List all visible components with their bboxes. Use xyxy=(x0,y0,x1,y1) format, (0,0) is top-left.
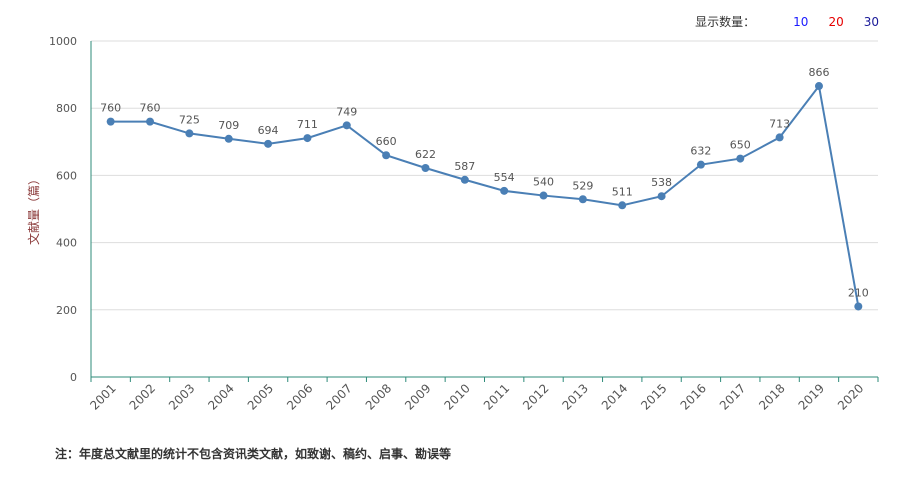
x-tick-label: 2004 xyxy=(205,381,236,412)
data-label: 749 xyxy=(336,105,357,118)
data-point xyxy=(854,302,863,311)
data-point xyxy=(657,192,666,201)
data-label: 725 xyxy=(179,113,200,126)
data-label: 694 xyxy=(258,124,279,137)
data-point xyxy=(618,201,627,210)
y-tick-label: 0 xyxy=(70,371,77,384)
data-label: 709 xyxy=(218,119,239,132)
data-label: 540 xyxy=(533,176,554,189)
data-label: 713 xyxy=(769,117,790,130)
data-label: 760 xyxy=(140,102,161,115)
y-tick-label: 600 xyxy=(56,169,77,182)
x-tick-label: 2005 xyxy=(245,381,276,412)
data-point xyxy=(421,164,430,173)
x-tick-label: 2018 xyxy=(756,381,787,412)
y-tick-label: 400 xyxy=(56,237,77,250)
data-point xyxy=(382,151,391,160)
data-point xyxy=(224,134,233,143)
y-tick-label: 200 xyxy=(56,304,77,317)
y-tick-label: 800 xyxy=(56,102,77,115)
data-label: 554 xyxy=(494,171,515,184)
x-tick-label: 2019 xyxy=(796,381,827,412)
data-label: 660 xyxy=(376,135,397,148)
x-tick-label: 2001 xyxy=(87,381,118,412)
data-point xyxy=(342,121,351,130)
y-tick-label: 1000 xyxy=(49,35,77,48)
data-point xyxy=(185,129,194,138)
y-axis-label: 文献量（篇） xyxy=(26,173,41,245)
x-tick-label: 2008 xyxy=(363,381,394,412)
x-tick-label: 2015 xyxy=(638,381,669,412)
x-tick-label: 2020 xyxy=(835,381,866,412)
data-label: 529 xyxy=(572,179,593,192)
data-label: 650 xyxy=(730,139,751,152)
data-label: 511 xyxy=(612,185,633,198)
data-point xyxy=(696,160,705,169)
x-tick-label: 2017 xyxy=(717,381,748,412)
data-point xyxy=(578,195,587,204)
count-selector: 显示数量： 10 20 30 xyxy=(695,13,879,30)
x-tick-label: 2003 xyxy=(166,381,197,412)
x-tick-label: 2013 xyxy=(559,381,590,412)
x-tick-label: 2007 xyxy=(323,381,354,412)
data-label: 711 xyxy=(297,118,318,131)
data-point xyxy=(106,117,115,126)
count-selector-label: 显示数量： xyxy=(695,15,756,29)
data-label: 622 xyxy=(415,148,436,161)
data-point xyxy=(539,191,548,200)
x-tick-label: 2011 xyxy=(481,381,512,412)
x-tick-label: 2002 xyxy=(127,381,158,412)
data-point xyxy=(736,154,745,163)
data-label: 632 xyxy=(690,145,711,158)
x-tick-label: 2006 xyxy=(284,381,315,412)
x-tick-label: 2009 xyxy=(402,381,433,412)
x-tick-label: 2012 xyxy=(520,381,551,412)
data-point xyxy=(303,134,312,143)
data-point xyxy=(146,117,155,126)
data-point xyxy=(500,186,509,195)
data-label: 587 xyxy=(454,160,475,173)
x-tick-label: 2014 xyxy=(599,381,630,412)
series-line xyxy=(110,83,860,307)
data-label: 210 xyxy=(848,286,869,299)
line-chart: 0 200 400 600 800 1000 2001 2002 2003 2004 2005 200… xyxy=(26,35,879,413)
data-point xyxy=(460,175,469,184)
footnote: 注：年度总文献里的统计不包含资讯类文献，如致谢、稿约、启事、勘误等 xyxy=(55,447,452,461)
data-label: 866 xyxy=(808,66,829,79)
count-option-10[interactable]: 10 xyxy=(793,14,809,29)
data-label: 760 xyxy=(100,102,121,115)
data-point xyxy=(814,82,823,91)
data-point xyxy=(264,139,273,148)
count-option-20[interactable]: 20 xyxy=(828,14,844,29)
data-label: 538 xyxy=(651,176,672,189)
count-option-30[interactable]: 30 xyxy=(863,14,879,29)
data-point xyxy=(775,133,784,142)
x-tick-label: 2016 xyxy=(678,381,709,412)
x-tick-label: 2010 xyxy=(441,381,472,412)
